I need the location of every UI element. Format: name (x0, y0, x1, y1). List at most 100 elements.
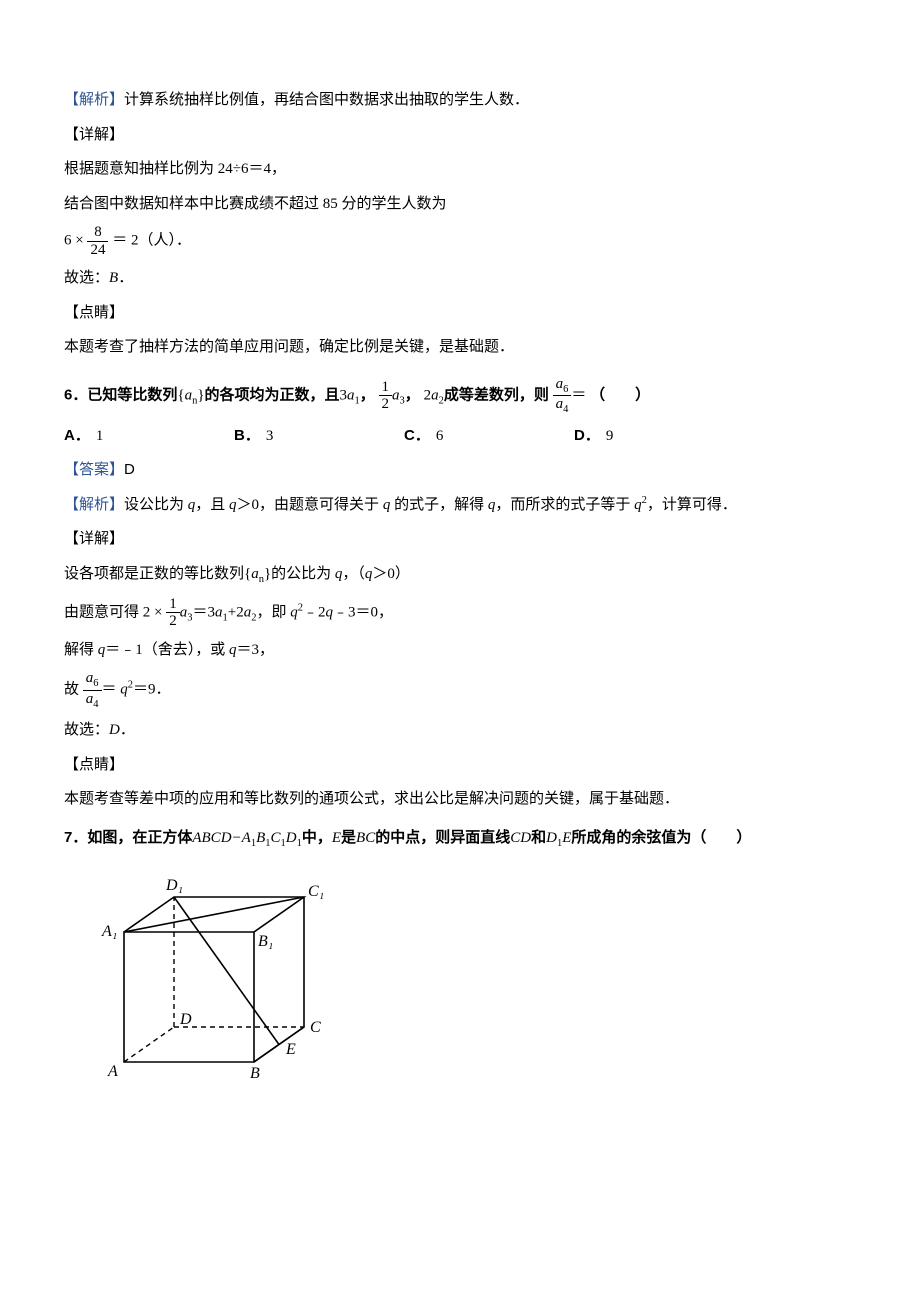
d2-r1v: a (215, 604, 223, 620)
q6-guxuan: 故选：D． (64, 716, 856, 745)
q6-optA: A． 1 (64, 422, 234, 451)
lbl-B: B (250, 1065, 260, 1082)
lbl-A1: A₁ (101, 923, 117, 940)
q7-cube: ABCD−A (192, 830, 250, 846)
q7-cd2: CD (510, 830, 531, 846)
q6-t3-coef: 2 (424, 387, 432, 403)
guxuan-ans: D (109, 722, 120, 738)
d4-num: a6 (83, 670, 102, 691)
q6-optB: B． 3 (234, 422, 404, 451)
guxuan-dot: ． (118, 270, 133, 286)
q6-t2-var: a (392, 387, 400, 403)
q7-p5: 和 (531, 830, 546, 846)
d2-r1c: 3 (208, 604, 216, 620)
ratio-eq: ＝ (571, 387, 586, 403)
q7-d1e-e: E (562, 830, 571, 846)
label-jiexi: 【解析】 (64, 497, 124, 513)
optA-label: A． (64, 422, 90, 451)
d1-p2: }的公比为 (264, 566, 335, 582)
t2-den: 2 (379, 396, 393, 413)
ans-label: 【答案】 (64, 462, 124, 478)
q6-t1-var: a (347, 387, 355, 403)
fraction-icon: 8 24 (87, 224, 108, 258)
cube-diagram: D₁ C₁ A₁ B₁ D C A B E (94, 862, 856, 1082)
d2-p2: ，即 (256, 604, 290, 620)
q6-dianjing-text: 本题考查等差中项的应用和等比数列的通项公式，求出公比是解决问题的关键，属于基础题… (64, 785, 856, 814)
q6-seq-r: } (197, 387, 204, 403)
label-jiexi: 【解析】 (64, 92, 124, 108)
q6-answer: 【答案】D (64, 456, 856, 485)
q6-dline1: 设各项都是正数的等比数列{an}的公比为 q，（q＞0） (64, 560, 856, 590)
q7-p4: 的中点，则异面直线 (375, 830, 510, 846)
optC-label: C． (404, 422, 430, 451)
fraction-icon: 1 2 (379, 379, 393, 413)
d4-p2: ＝9． (133, 682, 171, 698)
d4-eq: ＝ (102, 682, 117, 698)
q7-p3: 是 (341, 830, 356, 846)
d1-p3: ，（ (342, 566, 365, 582)
q6-p2: 的各项均为正数，且 (205, 387, 340, 403)
guxuan-ans: B (109, 270, 118, 286)
d2-m1: ﹣2 (303, 604, 326, 620)
jx-p4: 的式子，解得 (390, 497, 488, 513)
jx-q2: q (229, 497, 237, 513)
sol5-xiangjie-label: 【详解】 (64, 121, 856, 150)
d2-plus: + (228, 604, 236, 620)
d2-m2: ﹣3＝0， (333, 604, 393, 620)
q6-t1-coef: 3 (340, 387, 348, 403)
jx-p2: ，且 (195, 497, 229, 513)
lbl-E: E (285, 1041, 296, 1058)
optB-label: B． (234, 422, 260, 451)
sol5-dianjing-label: 【点睛】 (64, 299, 856, 328)
q6-jiexi: 【解析】设公比为 q，且 q＞0，由题意可得关于 q 的式子，解得 q，而所求的… (64, 491, 856, 520)
jx-p1: 设公比为 (124, 497, 188, 513)
guxuan-label: 故选： (64, 722, 109, 738)
q6-t3-var: a (431, 387, 439, 403)
sol5-jiexi: 【解析】计算系统抽样比例值，再结合图中数据求出抽取的学生人数． (64, 86, 856, 115)
q6-seq-var: a (185, 387, 193, 403)
fraction-icon: 1 2 (166, 596, 180, 630)
q7-p2: 中， (302, 830, 332, 846)
d2-poly: q (290, 604, 298, 620)
lbl-D: D (179, 1011, 192, 1028)
q6-xiangjie-label: 【详解】 (64, 525, 856, 554)
ans-val: D (124, 461, 135, 478)
q6-stem: 6．已知等比数列{an}的各项均为正数，且3a1， 1 2 a3， 2a2成等差… (64, 376, 856, 416)
q6-seq-l: { (177, 387, 184, 403)
d3-q2: q (229, 642, 237, 658)
d3-p3: ＝3， (237, 642, 275, 658)
q6-p3: 成等差数列，则 (444, 387, 549, 403)
q6-dline2: 由题意可得 2 × 1 2 a3＝3a1+2a2，即 q2﹣2q﹣3＝0， (64, 596, 856, 630)
guxuan-label: 故选： (64, 270, 109, 286)
frac-num: 8 (87, 224, 108, 242)
q7-bc: BC (356, 830, 375, 846)
d1-p4: ＞0） (372, 566, 410, 582)
q6-c1: ， (360, 387, 375, 403)
guxuan-dot: ． (120, 722, 135, 738)
q7-p6: 所成角的余弦值为（ ） (571, 830, 751, 846)
frac-den: 24 (87, 242, 108, 259)
d1-p1: 设各项都是正数的等比数列{ (64, 566, 251, 582)
q7-cd: D (286, 830, 297, 846)
q6-optD: D． 9 (574, 422, 744, 451)
cube-svg-icon: D₁ C₁ A₁ B₁ D C A B E (94, 862, 334, 1082)
q7-cb: B (256, 830, 265, 846)
q7-stem: 7．如图，在正方体ABCD−A1B1C1D1中，E是BC的中点，则异面直线CD和… (64, 824, 856, 854)
sol5-calc: 6 × 8 24 ＝ 2（人）． (64, 224, 856, 258)
q6-tail: （ ） (590, 387, 650, 403)
q6-c2: ， (405, 387, 420, 403)
lbl-A: A (107, 1063, 118, 1080)
ratio-den: a4 (553, 396, 572, 416)
q6-dline4: 故 a6 a4 ＝ q2＝9． (64, 670, 856, 710)
d1-var: a (251, 566, 259, 582)
q6-dianjing-label: 【点睛】 (64, 751, 856, 780)
sol5-line1: 根据题意知抽样比例为 24÷6＝4， (64, 155, 856, 184)
calc-times: × (75, 232, 83, 248)
q7-p1: ．如图，在正方体 (72, 830, 192, 846)
ratio-num: a6 (553, 376, 572, 397)
calc-eq: ＝ (112, 232, 127, 248)
jx-p3: ＞0，由题意可得关于 (237, 497, 383, 513)
calc-result: 2（人）． (131, 232, 191, 248)
d4-den: a4 (83, 691, 102, 711)
jx-p6: ，计算可得． (647, 497, 737, 513)
